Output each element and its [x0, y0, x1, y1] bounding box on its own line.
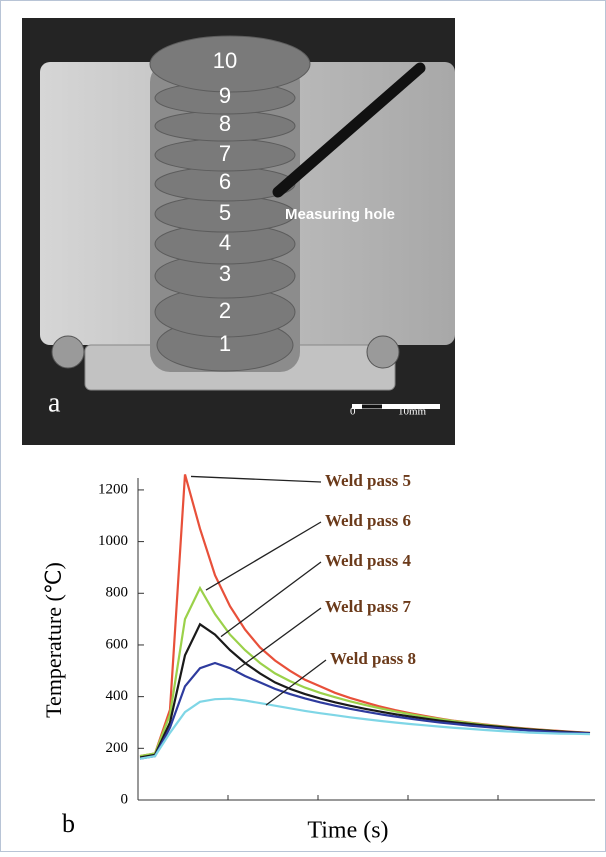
root-bead — [52, 336, 84, 368]
hole-label: Measuring hole — [285, 206, 395, 223]
pass-number: 6 — [219, 169, 231, 194]
figure: 10 9 8 7 6 5 4 3 2 1 Measuring hole a 0 10mm b Ti… — [0, 0, 606, 852]
y-tick-label: 200 — [106, 740, 129, 756]
pass-number: 3 — [219, 261, 231, 286]
y-tick-label: 400 — [106, 688, 129, 704]
pass-number: 2 — [219, 298, 231, 323]
y-tick-label: 600 — [106, 636, 129, 652]
series-label: Weld pass 6 — [325, 511, 411, 530]
scale-bar-segment — [362, 405, 382, 409]
photo-panel: 10 9 8 7 6 5 4 3 2 1 Measuring hole a 0 10mm — [22, 18, 455, 445]
pass-number: 9 — [219, 83, 231, 108]
pass-number: 10 — [213, 48, 237, 73]
pass-number: 5 — [219, 200, 231, 225]
pass-number: 4 — [219, 230, 231, 255]
x-axis-label: Time (s) — [307, 818, 388, 844]
pass-number: 1 — [219, 331, 231, 356]
y-axis-label: Temperature (℃) — [41, 562, 66, 718]
y-tick-label: 800 — [106, 585, 129, 601]
pass-number: 7 — [219, 141, 231, 166]
root-bead — [367, 336, 399, 368]
y-tick-label: 1000 — [98, 533, 128, 549]
y-tick-label: 0 — [121, 791, 129, 807]
series-label: Weld pass 7 — [325, 597, 411, 616]
panel-label: a — [48, 387, 61, 418]
scale-end: 10mm — [398, 406, 427, 418]
y-tick-label: 1200 — [98, 481, 128, 497]
series-label: Weld pass 5 — [325, 471, 411, 490]
pass-number: 8 — [219, 111, 231, 136]
panel-label: b — [62, 809, 75, 838]
series-label: Weld pass 4 — [325, 551, 411, 570]
series-label: Weld pass 8 — [330, 649, 416, 668]
scale-start: 0 — [350, 406, 356, 418]
